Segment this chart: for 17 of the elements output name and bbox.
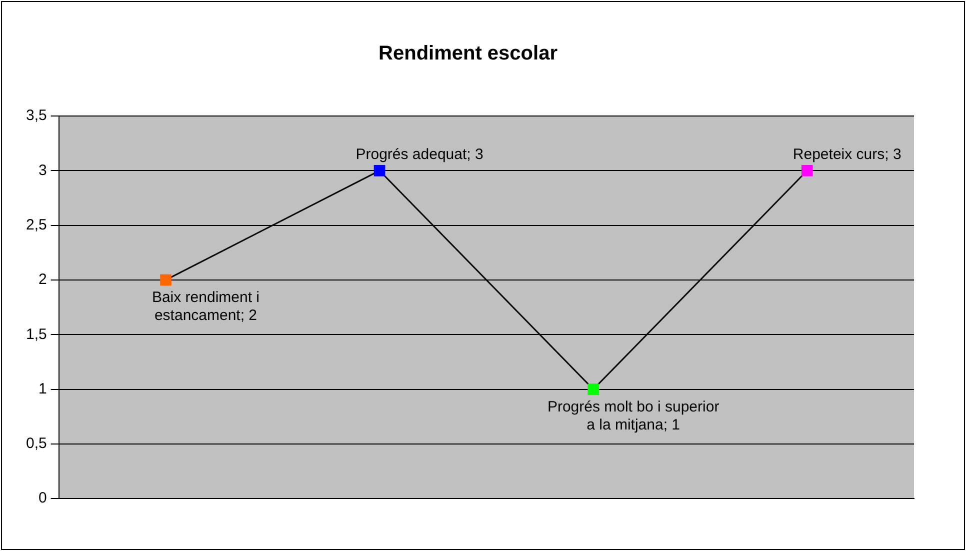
data-label: Repeteix curs; 3 <box>792 146 902 163</box>
point <box>588 384 599 395</box>
point <box>160 274 172 286</box>
y-tick-label: 2 <box>38 271 47 288</box>
y-tick-label: 0,5 <box>26 435 47 452</box>
chart-title: Rendiment escolar <box>378 42 558 65</box>
data-label: Baix rendiment i estancament; 2 <box>152 289 260 324</box>
y-tick-label: 3 <box>38 162 47 179</box>
data-label: Progrés molt bo i superior a la mitjana; 1 <box>547 398 720 434</box>
y-tick-label: 1,5 <box>26 326 47 343</box>
y-tick-label: 1 <box>38 380 47 398</box>
data-label: Progrés adequat; 3 <box>356 146 484 163</box>
point <box>801 165 813 176</box>
y-tick-label: 2,5 <box>26 216 47 234</box>
y-tick-label: 0 <box>38 490 47 507</box>
y-tick-label: 3,5 <box>26 107 47 124</box>
point <box>374 165 386 176</box>
